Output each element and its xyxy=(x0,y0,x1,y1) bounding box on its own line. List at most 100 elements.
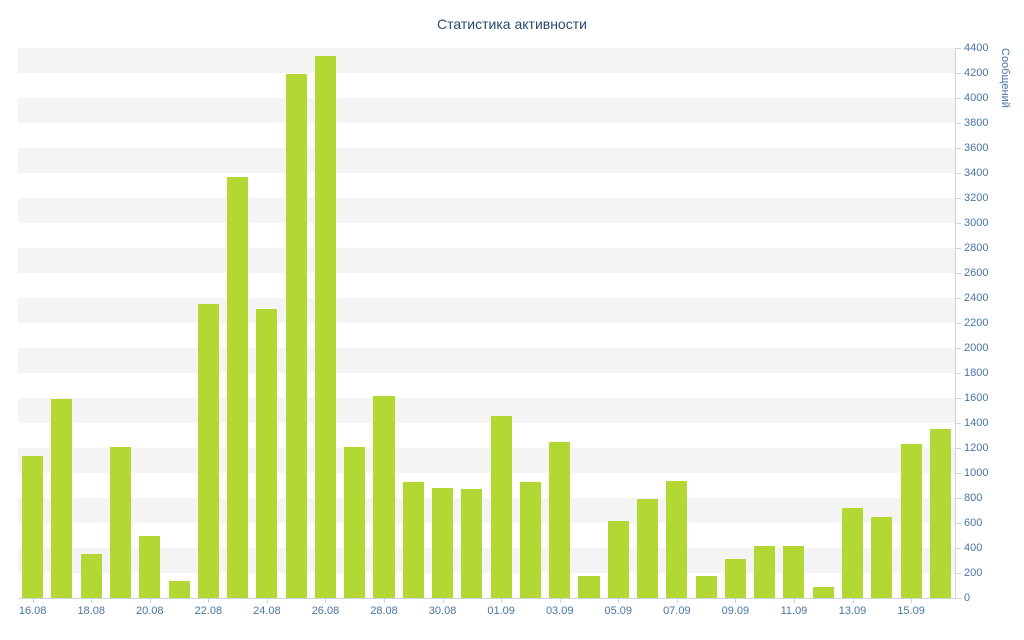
y-tick xyxy=(956,348,961,349)
bar-19.08 xyxy=(109,446,132,598)
y-tick xyxy=(956,573,961,574)
y-tick xyxy=(956,248,961,249)
bar-11.09 xyxy=(783,545,805,598)
y-tick xyxy=(956,373,961,374)
x-tick-label: 07.09 xyxy=(663,605,691,617)
bar-07.09 xyxy=(666,480,688,598)
y-tick-label: 400 xyxy=(964,542,983,554)
x-tick xyxy=(852,599,854,603)
y-tick-label: 2000 xyxy=(964,342,989,354)
y-tick-label: 2600 xyxy=(964,267,989,279)
y-tick-label: 200 xyxy=(964,567,983,579)
bar-09.09 xyxy=(724,559,746,598)
bar-27.08 xyxy=(344,446,366,598)
bar-24.08 xyxy=(256,309,278,598)
x-tick xyxy=(559,599,561,603)
x-tick-label: 05.09 xyxy=(604,605,633,617)
bar-17.08 xyxy=(51,399,73,598)
bar-21.08 xyxy=(168,580,190,598)
y-tick-label: 2400 xyxy=(964,292,989,304)
y-tick xyxy=(956,173,961,174)
x-tick xyxy=(911,599,913,603)
x-tick xyxy=(208,599,210,603)
bar-10.09 xyxy=(754,545,776,598)
y-tick xyxy=(956,423,961,424)
y-tick-label: 800 xyxy=(964,492,983,504)
y-tick-label: 1000 xyxy=(964,467,989,479)
y-tick-label: 3400 xyxy=(964,167,989,179)
x-tick xyxy=(384,599,386,603)
x-tick-label: 13.09 xyxy=(838,605,867,617)
y-tick-label: 3200 xyxy=(964,192,989,204)
y-tick-label: 3000 xyxy=(964,217,989,229)
bar-29.08 xyxy=(402,481,424,598)
y-tick xyxy=(956,448,961,449)
chart-title: Статистика активности xyxy=(437,16,587,32)
x-tick-label: 16.08 xyxy=(18,605,47,617)
x-tick xyxy=(501,599,503,603)
y-tick xyxy=(956,98,961,99)
y-tick-label: 1600 xyxy=(964,392,989,404)
y-tick xyxy=(956,148,961,149)
x-tick xyxy=(793,599,795,603)
x-tick-label: 11.09 xyxy=(780,605,808,617)
y-tick-label: 4000 xyxy=(964,92,989,104)
bar-18.08 xyxy=(80,554,102,598)
y-tick-label: 3800 xyxy=(964,117,989,129)
bar-20.08 xyxy=(139,535,161,598)
bar-08.09 xyxy=(695,575,717,598)
y-tick xyxy=(956,548,961,549)
x-tick xyxy=(618,599,620,603)
x-tick-label: 15.09 xyxy=(897,605,925,617)
bar-16.08 xyxy=(22,455,44,598)
y-tick-label: 1800 xyxy=(964,367,989,379)
y-tick-label: 4200 xyxy=(964,67,989,79)
x-tick xyxy=(91,599,93,603)
y-tick xyxy=(956,73,961,74)
x-tick xyxy=(266,599,268,603)
y-tick-label: 3600 xyxy=(964,142,989,154)
bar-31.08 xyxy=(461,489,483,598)
x-tick xyxy=(735,599,737,603)
y-tick xyxy=(956,523,961,524)
y-tick xyxy=(956,123,961,124)
bar-16.09 xyxy=(929,429,951,598)
bar-03.09 xyxy=(549,441,571,598)
y-tick xyxy=(956,298,961,299)
x-tick-label: 09.09 xyxy=(721,605,750,617)
bar-06.09 xyxy=(637,499,659,598)
y-tick xyxy=(956,323,961,324)
y-tick xyxy=(956,48,961,49)
y-tick-label: 0 xyxy=(964,592,971,604)
bar-13.09 xyxy=(841,508,864,598)
bar-15.09 xyxy=(900,444,922,598)
x-tick-label: 01.09 xyxy=(487,605,515,617)
bar-25.08 xyxy=(285,74,307,598)
bar-02.09 xyxy=(519,481,541,598)
y-tick-label: 1200 xyxy=(964,442,989,454)
x-tick-label: 26.08 xyxy=(311,605,340,617)
y-axis-title: Сообщений xyxy=(999,48,1011,108)
x-tick-label: 22.08 xyxy=(194,605,223,617)
bar-01.09 xyxy=(490,415,512,598)
y-tick xyxy=(956,473,961,474)
x-tick-label: 18.08 xyxy=(77,605,105,617)
x-tick xyxy=(32,599,34,603)
plot-area xyxy=(18,48,956,599)
x-tick-label: 24.08 xyxy=(253,605,281,617)
y-tick-label: 2800 xyxy=(964,242,989,254)
bar-12.09 xyxy=(812,586,834,598)
bar-22.08 xyxy=(197,304,219,598)
x-tick xyxy=(676,599,678,603)
y-tick xyxy=(956,223,961,224)
y-tick-label: 2200 xyxy=(964,317,989,329)
x-tick xyxy=(442,599,444,603)
y-tick xyxy=(956,498,961,499)
bar-14.09 xyxy=(871,516,893,598)
bar-26.08 xyxy=(314,55,336,598)
y-tick xyxy=(956,198,961,199)
bar-04.09 xyxy=(578,575,600,598)
y-tick xyxy=(956,273,961,274)
x-tick-label: 20.08 xyxy=(136,605,164,617)
x-tick xyxy=(149,599,151,603)
